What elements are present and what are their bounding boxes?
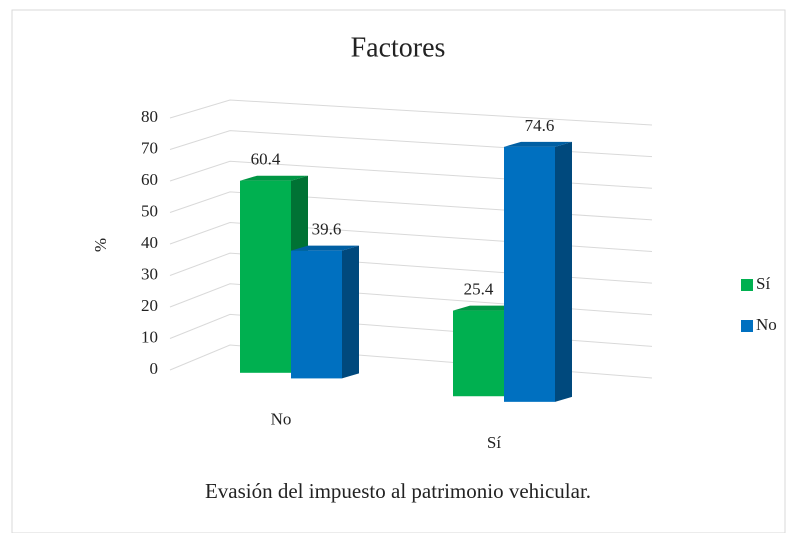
data-label: 74.6 (525, 116, 555, 135)
legend-swatch (741, 279, 753, 291)
chart-title: Factores (351, 32, 446, 63)
bar (453, 310, 504, 397)
bar (504, 146, 555, 402)
chart-frame (11, 9, 786, 533)
legend-label: Sí (756, 274, 770, 293)
grid-line (169, 99, 653, 126)
bar-top (291, 245, 359, 251)
bar (291, 250, 342, 379)
x-axis-label: Evasión del impuesto al patrimonio vehic… (205, 479, 591, 503)
y-tick-label: 50 (141, 201, 158, 220)
legend-swatch (741, 320, 753, 332)
x-tick-label: Sí (487, 433, 501, 452)
data-label: 39.6 (312, 220, 342, 239)
legend-label: No (756, 315, 777, 334)
y-tick-label: 80 (141, 107, 158, 126)
bar-top (504, 141, 572, 147)
y-tick-label: 40 (141, 233, 158, 252)
y-tick-label: 30 (141, 264, 158, 283)
y-tick-label: 70 (141, 138, 158, 157)
y-tick-label: 10 (141, 327, 158, 346)
y-axis-label: % (91, 238, 110, 252)
data-label: 60.4 (251, 150, 281, 169)
y-tick-label: 0 (150, 359, 159, 378)
data-label: 25.4 (464, 279, 494, 298)
bar-side (342, 245, 359, 379)
bar (240, 180, 291, 373)
x-tick-label: No (271, 410, 292, 429)
y-tick-label: 20 (141, 296, 158, 315)
bar-top (240, 175, 308, 181)
y-tick-label: 60 (141, 170, 158, 189)
bar-side (555, 141, 572, 402)
